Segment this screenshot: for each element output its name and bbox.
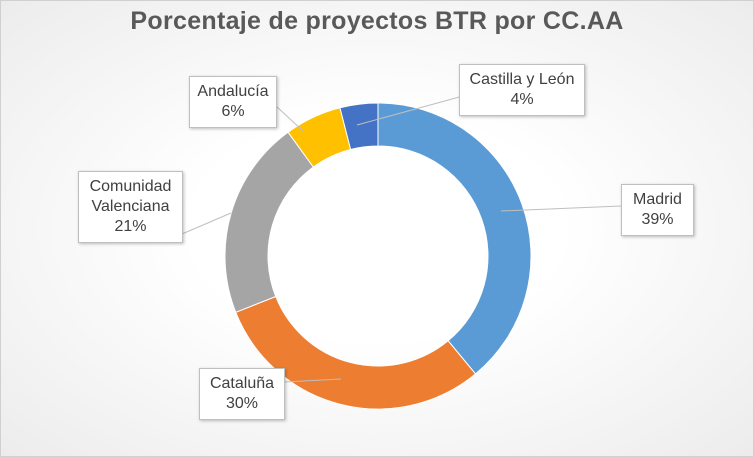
leader-line-cataluña — [283, 378, 342, 383]
leader-line-andalucía — [275, 105, 304, 132]
category-label: Andalucía — [197, 83, 269, 100]
value-label: 30% — [225, 395, 259, 412]
category-label: Comunidad Valenciana — [89, 178, 172, 215]
value-label: 4% — [510, 91, 534, 108]
value-label: 6% — [221, 103, 245, 120]
data-label-cataluna: Cataluña 30% — [199, 368, 285, 420]
leader-line-castilla-y-león — [356, 95, 464, 126]
category-label: Castilla y León — [469, 71, 575, 88]
chart-title: Porcentaje de proyectos BTR por CC.AA — [130, 7, 624, 35]
slice-madrid — [377, 102, 532, 375]
leader-line-comunidad-valenciana — [181, 212, 232, 235]
data-label-comunidad-valenciana: Comunidad Valenciana 21% — [78, 171, 183, 243]
data-label-castilla-y-leon: Castilla y León 4% — [459, 64, 585, 116]
value-label: 39% — [641, 211, 674, 228]
category-label: Cataluña — [209, 375, 275, 392]
slice-comunidad-valenciana — [224, 131, 315, 313]
value-label: 21% — [114, 218, 147, 235]
data-label-andalucia: Andalucía 6% — [189, 76, 277, 128]
data-label-madrid: Madrid 39% — [621, 184, 694, 236]
leader-line-madrid — [500, 205, 622, 212]
category-label: Madrid — [633, 191, 682, 208]
slice-castilla-y-león — [339, 102, 379, 151]
